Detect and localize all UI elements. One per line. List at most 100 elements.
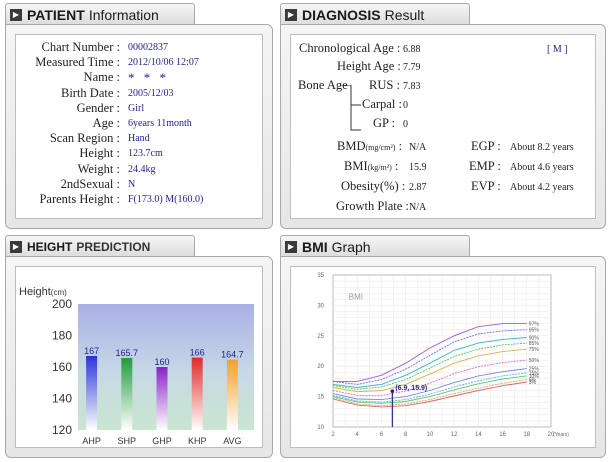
patient-info-box: Chart Number : 00002837 Measured Time : 201… bbox=[15, 34, 263, 219]
percentile-curve bbox=[332, 329, 527, 385]
x-tick-label: 14 bbox=[475, 432, 482, 438]
bmi-graph-frame: 10 15 20 25 30 35 2 4 6 8 10 12 14 16 18 20 (Years) BMI 97… bbox=[280, 256, 606, 458]
y-tick-label: 35 bbox=[317, 273, 324, 279]
x-tick-label: 4 bbox=[356, 432, 360, 438]
bmd-label: BMD(mg/cm²) : bbox=[337, 139, 403, 153]
patient-tab: ▶ PATIENT Information bbox=[5, 3, 195, 25]
height-tab-bold: HEIGHT bbox=[27, 239, 73, 254]
bar bbox=[121, 358, 133, 430]
sex-marker: [ M ] bbox=[547, 44, 568, 55]
patient-row-label: Parents Height : bbox=[39, 192, 120, 206]
diagnosis-panel: ▶ DIAGNOSIS Result Chronological Age : 6… bbox=[280, 3, 606, 229]
percentile-curve bbox=[332, 359, 527, 396]
diagnosis-tab-bold: DIAGNOSIS bbox=[302, 6, 381, 23]
bmd-value: N/A bbox=[409, 142, 427, 153]
growth-plate-value: N/A bbox=[409, 202, 427, 213]
egp-label: EGP : bbox=[471, 139, 501, 153]
patient-row-label: Scan Region : bbox=[49, 131, 120, 146]
patient-row-label: 2ndSexual : bbox=[60, 176, 120, 191]
chrono-age-value: 6.88 bbox=[403, 44, 421, 55]
x-tick-label: AVG bbox=[223, 436, 241, 446]
x-tick-label: 8 bbox=[404, 432, 408, 438]
patient-tab-bold: PATIENT bbox=[27, 6, 85, 23]
play-icon: ▶ bbox=[285, 240, 297, 253]
patient-row-value: 24.4kg bbox=[128, 163, 156, 175]
patient-row: Height : 123.7cm bbox=[16, 146, 246, 161]
patient-row-value: N bbox=[128, 178, 136, 190]
carpal-value: 0 bbox=[403, 100, 408, 111]
percentile-label: 3% bbox=[529, 380, 537, 386]
patient-row: Scan Region : Hand bbox=[16, 131, 246, 146]
patient-row: Chart Number : 00002837 bbox=[16, 40, 246, 55]
emp-label: EMP : bbox=[469, 159, 501, 173]
patient-row: Parents Height : F(173.0) M(160.0) bbox=[16, 192, 246, 207]
patient-row-value: * * * bbox=[128, 70, 169, 86]
height-age-value: 7.79 bbox=[403, 62, 421, 73]
play-icon: ▶ bbox=[10, 240, 22, 253]
egp-value: About 8.2 years bbox=[510, 142, 574, 153]
x-tick-label: 20 bbox=[548, 432, 555, 438]
height-prediction-panel: ▶ HEIGHT PREDICTION Height(cm) 120 140 160 1… bbox=[5, 235, 273, 458]
bar bbox=[86, 355, 98, 430]
gp-value: 0 bbox=[403, 119, 408, 130]
patient-row-value: Hand bbox=[128, 133, 150, 145]
bmi-value: 15.9 bbox=[409, 162, 427, 173]
patient-row: Measured Time : 2012/10/06 12:07 bbox=[16, 55, 246, 70]
y-tick-label: 120 bbox=[52, 423, 72, 437]
patient-row-value: Girl bbox=[128, 102, 145, 114]
bmi-tab-light: Graph bbox=[331, 238, 371, 255]
percentile-label: 15% bbox=[529, 371, 540, 377]
patient-point bbox=[390, 389, 395, 393]
patient-row-value: 2012/10/06 12:07 bbox=[128, 57, 199, 69]
percentile-label: 90% bbox=[529, 336, 540, 342]
patient-row-value: 00002837 bbox=[128, 42, 168, 53]
patient-row: Weight : 24.4kg bbox=[16, 162, 246, 177]
patient-row-label: Height : bbox=[79, 146, 120, 161]
bone-age-label: Bone Age bbox=[298, 78, 348, 92]
diagnosis-box: Chronological Age : 6.88 [ M ] Height Ag… bbox=[290, 34, 596, 219]
y-tick-label: 30 bbox=[317, 303, 324, 309]
patient-row: Birth Date : 2005/12/03 bbox=[16, 86, 246, 101]
patient-row-value: F(173.0) M(160.0) bbox=[128, 194, 204, 205]
x-tick-label: AHP bbox=[82, 436, 101, 446]
diagnosis-tab: ▶ DIAGNOSIS Result bbox=[280, 3, 470, 25]
x-tick-label: GHP bbox=[152, 436, 172, 446]
bar bbox=[156, 367, 168, 430]
y-tick-label: 180 bbox=[52, 329, 72, 343]
x-tick-label: 12 bbox=[451, 432, 458, 438]
x-tick-label: 18 bbox=[523, 432, 530, 438]
percentile-curve bbox=[332, 381, 527, 408]
y-tick-label: 140 bbox=[52, 392, 72, 406]
patient-row-value: 6years 11month bbox=[128, 118, 192, 129]
percentile-label: 10% bbox=[529, 374, 540, 380]
percentile-curve bbox=[332, 375, 527, 404]
percentile-label: 75% bbox=[529, 347, 540, 353]
play-icon: ▶ bbox=[285, 8, 297, 21]
bmi-graph-panel: ▶ BMI Graph 10 15 20 25 30 35 2 4 6 8 10 12 14 16 18 20… bbox=[280, 235, 606, 458]
percentile-curve bbox=[332, 337, 527, 388]
bar bbox=[226, 359, 238, 430]
patient-row-label: Gender : bbox=[76, 100, 120, 115]
x-tick-label: SHP bbox=[118, 436, 137, 446]
height-prediction-tab: ▶ HEIGHT PREDICTION bbox=[5, 235, 195, 257]
patient-row: Name : * * * bbox=[16, 70, 246, 85]
y-tick-label: 20 bbox=[317, 364, 324, 370]
patient-row-value: 123.7cm bbox=[128, 148, 163, 160]
emp-value: About 4.6 years bbox=[510, 162, 574, 173]
patient-row: 2ndSexual : N bbox=[16, 177, 246, 192]
bmi-label: BMI(kg/m²) : bbox=[344, 159, 399, 173]
patient-point-label: (6.9, 15.9) bbox=[395, 385, 427, 392]
percentile-curve bbox=[332, 368, 527, 401]
obesity-label: Obesity(%) : bbox=[341, 179, 406, 193]
growth-plate-label: Growth Plate : bbox=[336, 199, 409, 213]
bar-value-label: 160 bbox=[154, 357, 169, 367]
patient-row: Age : 6years 11month bbox=[16, 116, 246, 131]
patient-panel: ▶ PATIENT Information Chart Number : 0000… bbox=[5, 3, 273, 229]
diagnosis-frame: Chronological Age : 6.88 [ M ] Height Ag… bbox=[280, 24, 606, 229]
percentile-label: 97% bbox=[529, 322, 540, 328]
percentile-label: 95% bbox=[529, 328, 540, 334]
y-tick-label: 25 bbox=[317, 334, 324, 340]
height-age-label: Height Age : bbox=[337, 59, 401, 73]
chart-title: BMI bbox=[349, 292, 363, 301]
